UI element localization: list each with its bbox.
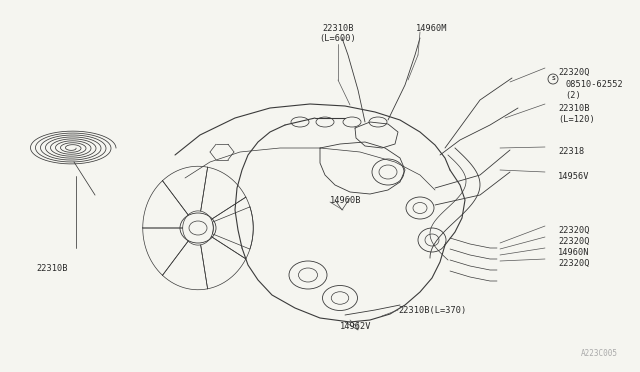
Text: 14962V: 14962V (340, 322, 372, 331)
Text: 14960B: 14960B (330, 196, 362, 205)
Text: (2): (2) (565, 91, 580, 100)
Text: 14960M: 14960M (416, 24, 447, 33)
Text: (L=120): (L=120) (558, 115, 595, 124)
Text: 22320Q: 22320Q (558, 68, 589, 77)
Text: 08510-62552: 08510-62552 (565, 80, 623, 89)
Text: 22318: 22318 (558, 147, 584, 156)
Text: S: S (551, 77, 555, 81)
Text: A223C005: A223C005 (581, 349, 618, 358)
Text: 22320Q: 22320Q (558, 237, 589, 246)
Text: 22310B(L=370): 22310B(L=370) (398, 306, 467, 315)
Text: (L=600): (L=600) (319, 34, 356, 43)
Text: 14956V: 14956V (558, 172, 589, 181)
Text: 14960N: 14960N (558, 248, 589, 257)
Text: 22320Q: 22320Q (558, 259, 589, 268)
Text: 22320Q: 22320Q (558, 226, 589, 235)
Text: 22310B: 22310B (36, 264, 68, 273)
Text: 22310B: 22310B (558, 104, 589, 113)
Text: 22310B: 22310B (323, 24, 354, 33)
